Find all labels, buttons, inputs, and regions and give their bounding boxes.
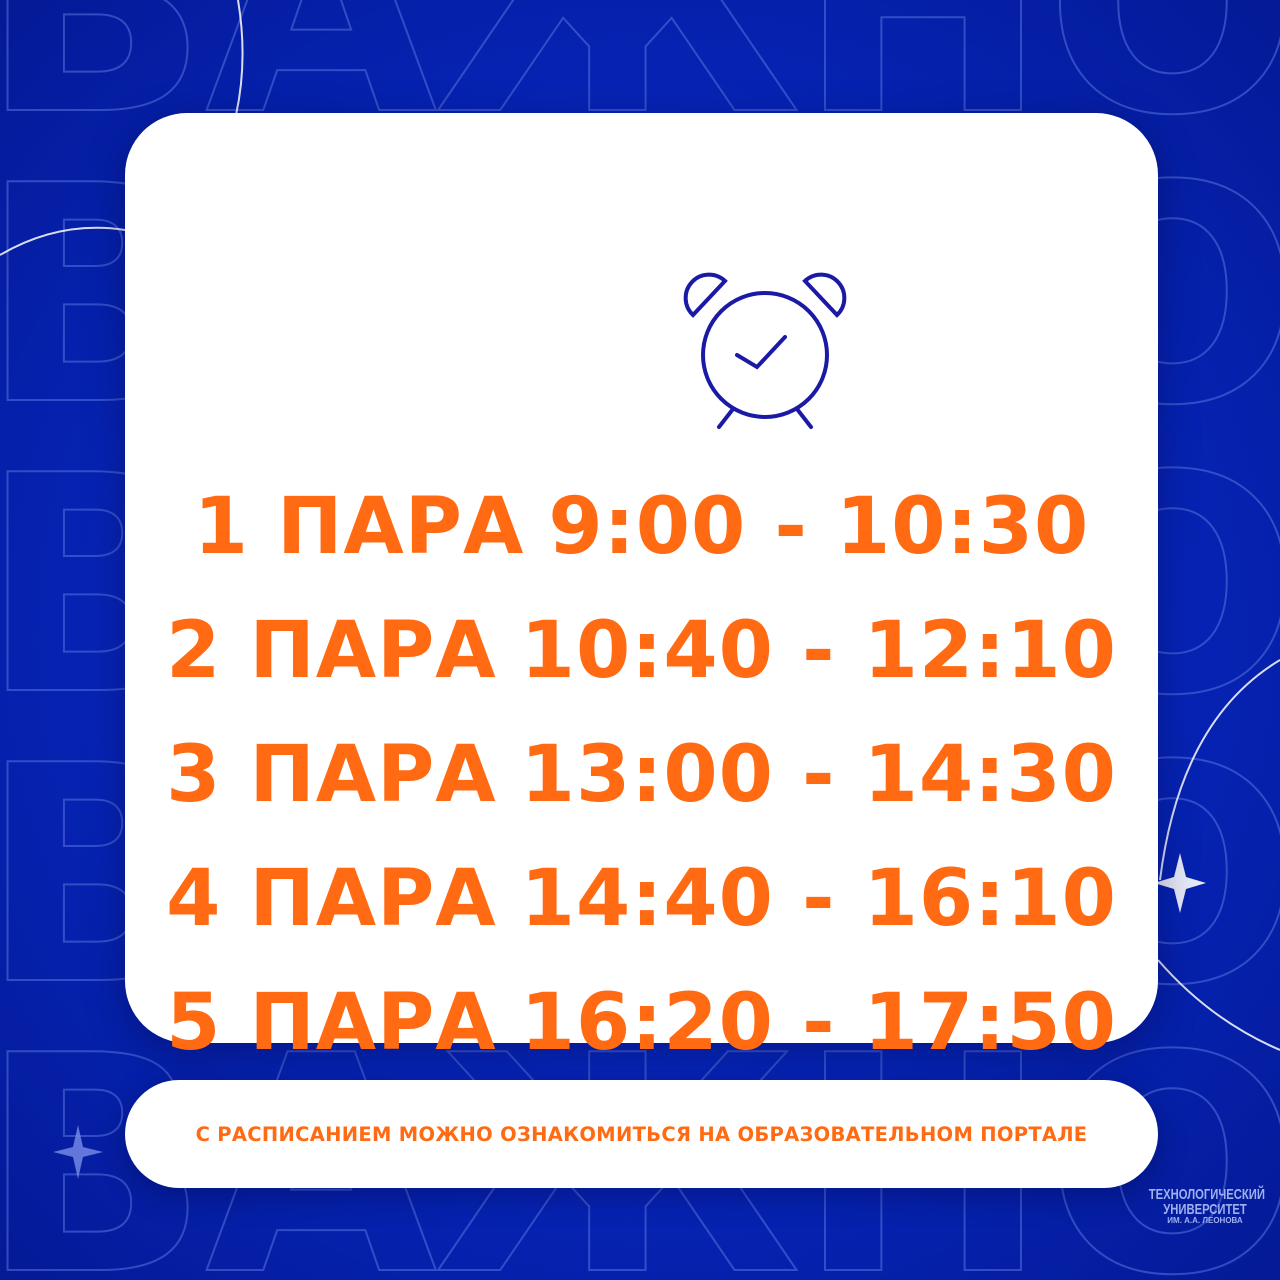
period-label: 3 ПАРА bbox=[166, 730, 497, 820]
logo-line: ТЕХНОЛОГИЧЕСКИЙ bbox=[1148, 1186, 1265, 1203]
period-label: 5 ПАРА bbox=[166, 978, 497, 1068]
period-label: 4 ПАРА bbox=[166, 854, 497, 944]
period-time: 9:00 - 10:30 bbox=[548, 482, 1090, 572]
period-time: 10:40 - 12:10 bbox=[520, 606, 1117, 696]
footer-note-text: С РАСПИСАНИЕМ МОЖНО ОЗНАКОМИТЬСЯ НА ОБРА… bbox=[195, 1122, 1088, 1146]
period-time: 14:40 - 16:10 bbox=[520, 854, 1117, 944]
sparkle-icon bbox=[53, 1125, 103, 1179]
logo-line: УНИВЕРСИТЕТ bbox=[1163, 1201, 1247, 1218]
schedule-card: 1 ПАРА 9:00 - 10:30 2 ПАРА 10:40 - 12:10 3… bbox=[125, 113, 1158, 1068]
schedule-row: 5 ПАРА 16:20 - 17:50 bbox=[125, 961, 1158, 1085]
schedule-row: 1 ПАРА 9:00 - 10:30 bbox=[125, 465, 1158, 589]
sparkle-icon bbox=[1154, 853, 1206, 913]
period-label: 1 ПАРА bbox=[193, 482, 525, 572]
schedule-row: 4 ПАРА 14:40 - 16:10 bbox=[125, 837, 1158, 961]
schedule-list: 1 ПАРА 9:00 - 10:30 2 ПАРА 10:40 - 12:10 3… bbox=[125, 465, 1158, 1085]
logo-line: ИМ. А.А. ЛЕОНОВА bbox=[1167, 1216, 1243, 1225]
period-label: 2 ПАРА bbox=[166, 606, 497, 696]
period-time: 13:00 - 14:30 bbox=[520, 730, 1117, 820]
schedule-row: 3 ПАРА 13:00 - 14:30 bbox=[125, 713, 1158, 837]
schedule-row: 2 ПАРА 10:40 - 12:10 bbox=[125, 589, 1158, 713]
alarm-clock-check-icon bbox=[683, 272, 847, 429]
period-time: 16:20 - 17:50 bbox=[520, 978, 1117, 1068]
university-logo: ТЕХНОЛОГИЧЕСКИЙ УНИВЕРСИТЕТ ИМ. А.А. ЛЕО… bbox=[1130, 1187, 1280, 1225]
footer-note: С РАСПИСАНИЕМ МОЖНО ОЗНАКОМИТЬСЯ НА ОБРА… bbox=[125, 1080, 1158, 1188]
